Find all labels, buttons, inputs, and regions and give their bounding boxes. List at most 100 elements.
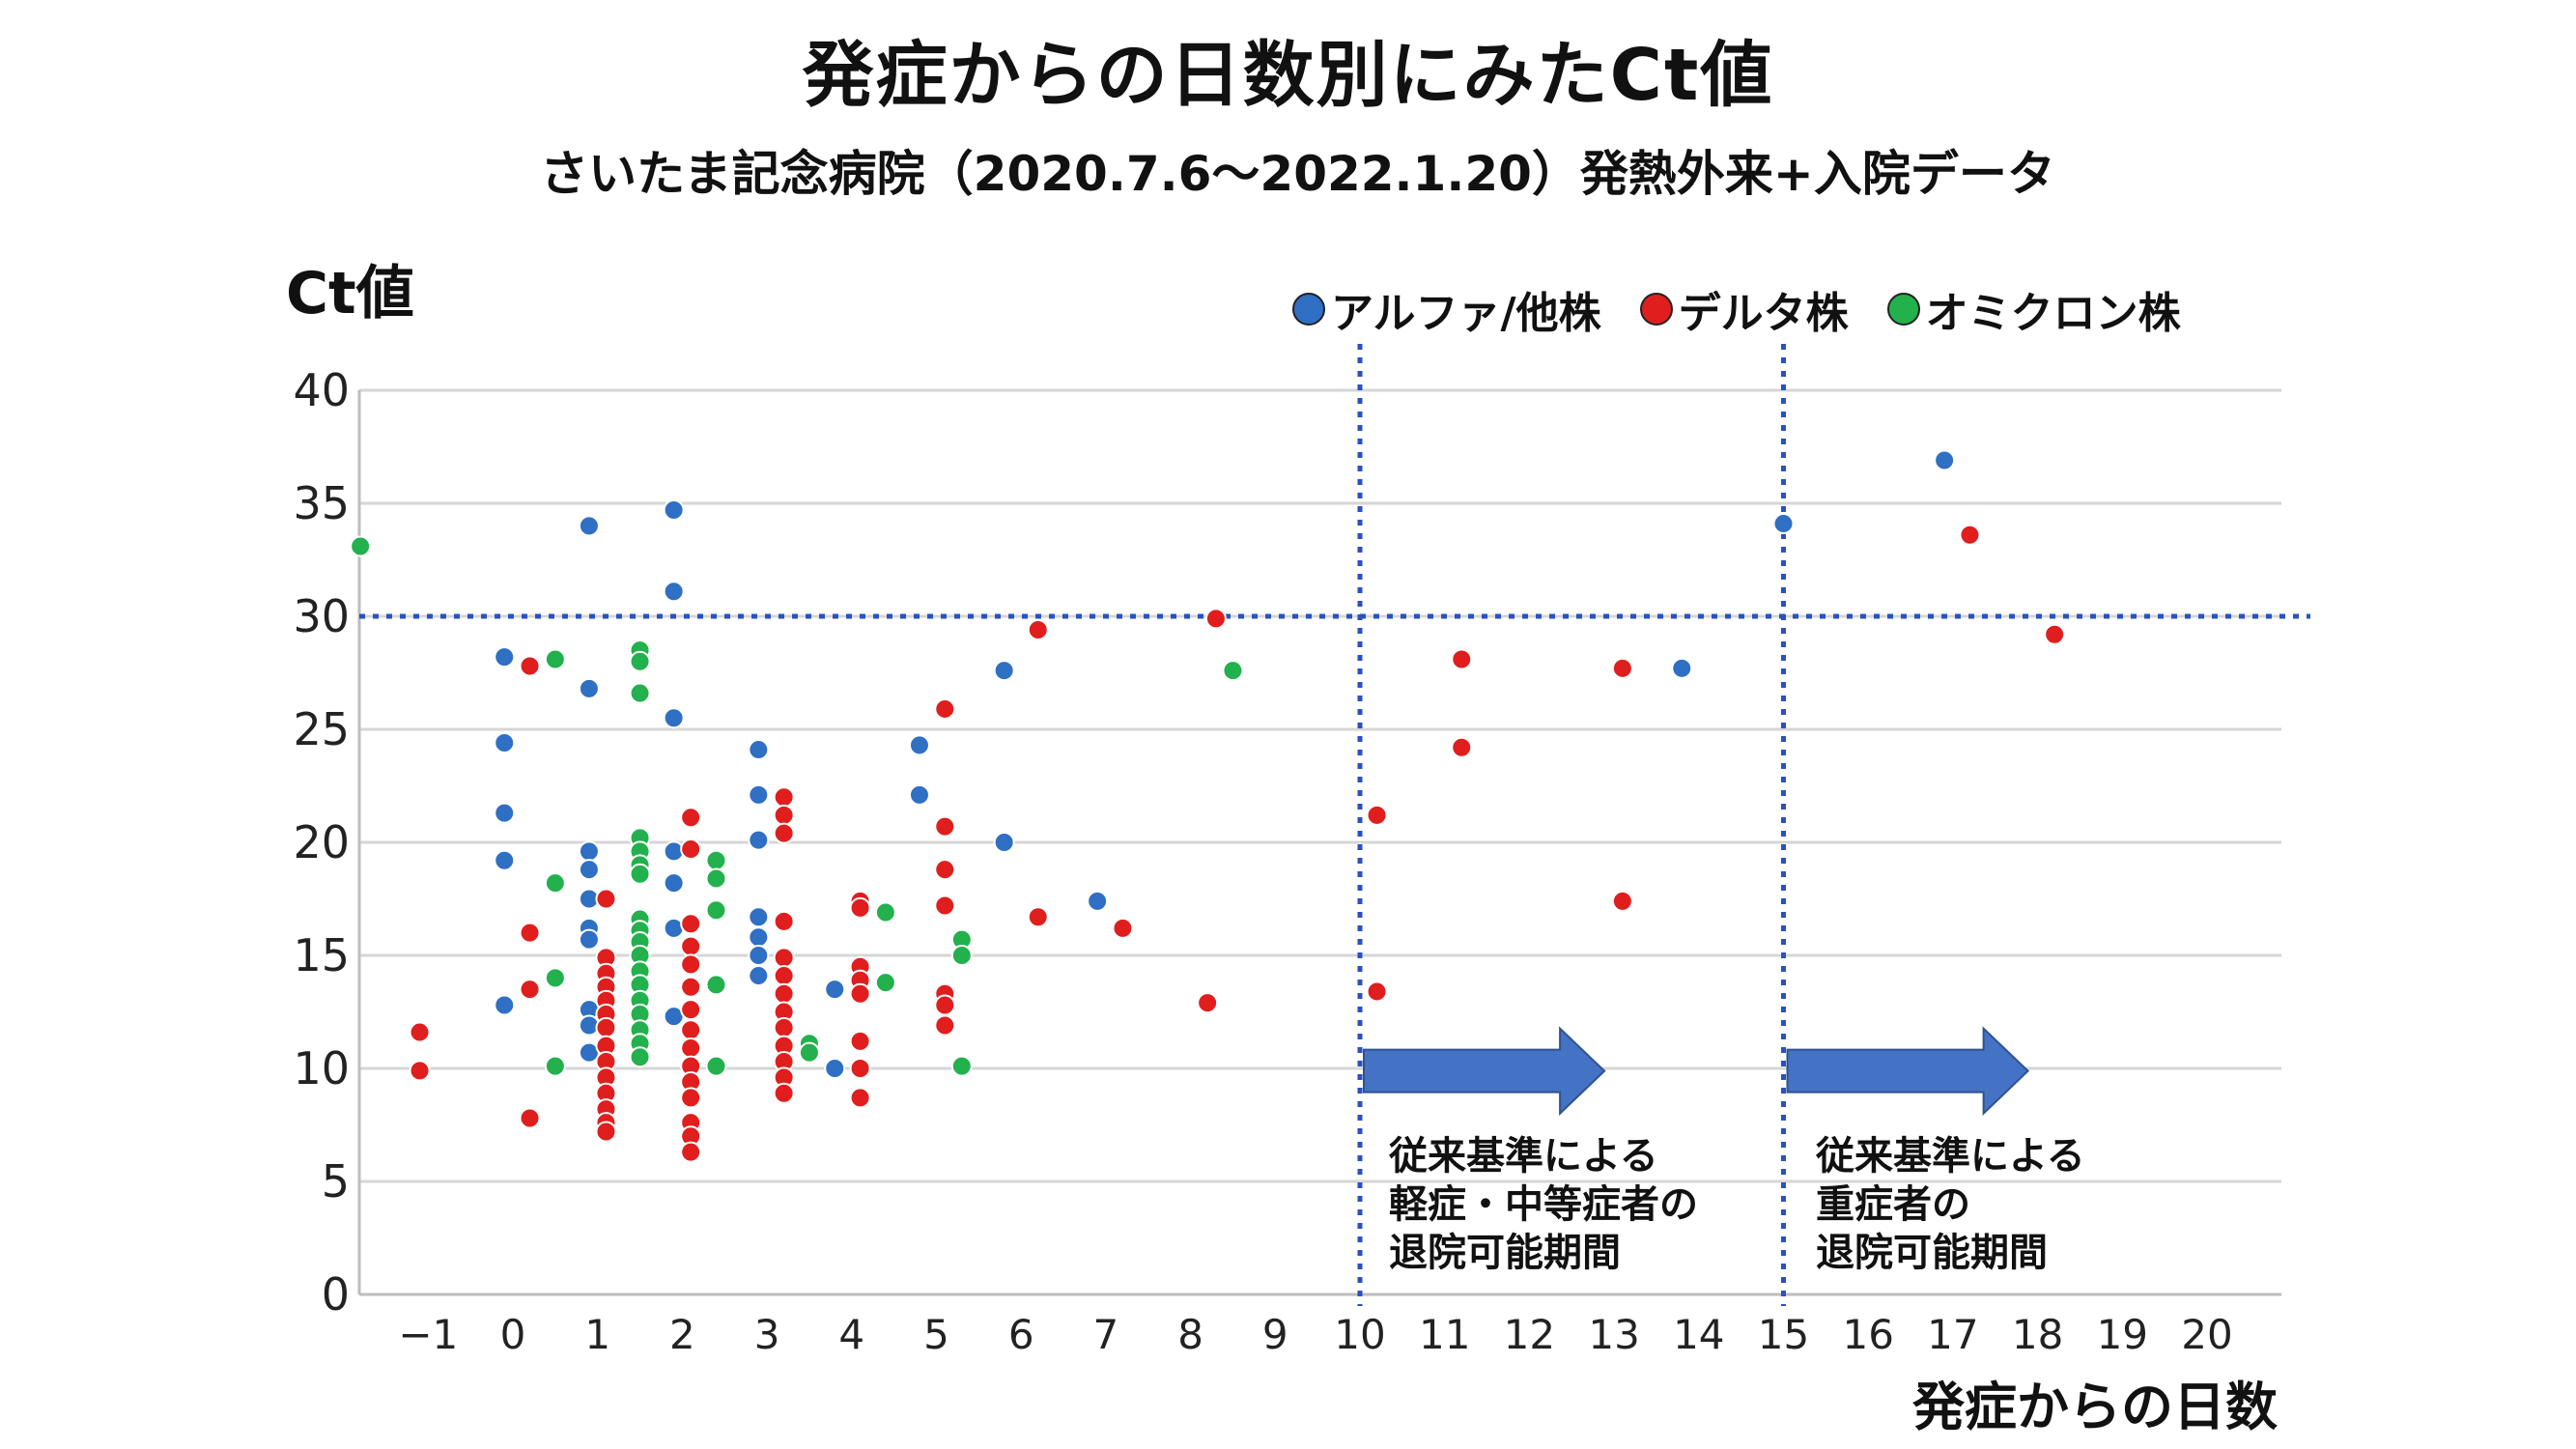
y-tick-label-30: 30 [293,590,350,642]
annotation-severe-line-2: 重症者の [1816,1182,1970,1227]
point-alpha-36 [1087,890,1109,912]
point-omicron-25 [705,867,727,890]
point-delta-70 [1366,980,1388,1003]
annotation-severe-line-1: 従来基準による [1816,1134,2085,1179]
point-alpha-31 [824,1058,846,1079]
y-tick-label-5: 5 [322,1155,350,1208]
point-delta-41 [773,965,795,987]
point-delta-62 [934,994,956,1016]
legend-item-alpha: アルファ/他株 [1292,278,1601,340]
point-delta-58 [934,815,956,838]
annotation-severe: 従来基準による 重症者の 退院可能期間 [1816,1132,2085,1277]
point-delta-56 [849,1087,871,1109]
point-delta-2 [409,1060,431,1082]
point-delta-44 [773,1016,795,1038]
point-alpha-32 [908,734,930,756]
y-tick-label-25: 25 [293,703,350,755]
point-delta-75 [1959,524,1981,546]
annotation-mild: 従来基準による 軽症・中等症者の 退院可能期間 [1389,1132,1698,1277]
point-delta-76 [2044,623,2066,645]
legend-dot-alpha [1292,293,1325,326]
point-alpha-30 [824,979,846,1001]
point-alpha-8 [578,840,600,863]
legend-label-delta: デルタ株 [1678,289,1849,338]
point-alpha-9 [578,859,600,881]
x-tick-label-9: 9 [1262,1311,1288,1358]
x-tick-label-7: 7 [1093,1311,1119,1358]
point-delta-63 [934,1014,956,1037]
point-delta-4 [519,922,541,944]
point-delta-6 [519,1107,541,1129]
point-delta-73 [1611,657,1633,679]
point-delta-36 [773,786,795,809]
point-delta-29 [680,1037,702,1059]
point-delta-50 [849,896,871,919]
point-alpha-18 [663,707,685,729]
point-delta-25 [680,953,702,976]
point-omicron-36 [1222,660,1244,682]
point-alpha-38 [1934,449,1956,471]
point-delta-24 [680,935,702,957]
point-delta-3 [519,655,541,677]
x-tick-label-0: 0 [500,1311,526,1358]
x-tick-label-15: 15 [1758,1311,1809,1358]
point-omicron-12 [629,863,651,885]
point-delta-22 [680,838,702,861]
point-delta-5 [519,979,541,1001]
point-delta-55 [849,1058,871,1079]
y-axis-label: Ct値 [286,260,414,327]
point-delta-65 [1027,906,1049,928]
legend: アルファ/他株 デルタ株 オミクロン株 [1292,278,2220,340]
x-tick-label-16: 16 [1842,1311,1893,1358]
point-alpha-1 [494,646,516,668]
point-delta-66 [1112,917,1134,939]
point-omicron-32 [874,972,896,994]
y-tick-label-20: 20 [293,816,350,868]
point-alpha-3 [494,802,516,824]
point-delta-40 [773,947,795,969]
annotation-mild-line-1: 従来基準による [1389,1134,1658,1179]
point-delta-21 [680,807,702,829]
point-alpha-29 [748,965,770,987]
point-alpha-26 [748,906,770,928]
point-omicron-5 [544,1055,566,1077]
x-axis-label: 発症からの日数 [1912,1377,2278,1437]
x-tick-label-2: 2 [669,1311,695,1358]
point-omicron-1 [350,535,372,557]
point-omicron-35 [950,1055,973,1077]
x-tick-label-8: 8 [1177,1311,1203,1358]
point-delta-26 [680,976,702,998]
point-delta-72 [1451,736,1473,758]
x-tick-label-17: 17 [1927,1311,1978,1358]
point-alpha-20 [663,872,685,895]
point-omicron-30 [798,1041,820,1064]
point-alpha-2 [494,732,516,754]
x-tick-label-13: 13 [1588,1311,1639,1358]
point-omicron-31 [874,901,896,923]
point-alpha-7 [578,677,600,699]
point-delta-59 [934,859,956,881]
point-alpha-39 [1671,657,1693,679]
point-delta-53 [849,982,871,1005]
point-alpha-24 [748,783,770,806]
annotation-mild-line-2: 軽症・中等症者の [1389,1182,1698,1227]
point-omicron-2 [544,648,566,670]
point-delta-48 [773,1082,795,1104]
point-alpha-4 [494,849,516,871]
annotation-arrow-2 [1786,1026,2030,1117]
point-delta-42 [773,982,795,1005]
point-omicron-24 [705,849,727,871]
y-tick-label-40: 40 [293,364,350,416]
point-delta-13 [595,1016,617,1038]
x-tick-label-19: 19 [2097,1311,2148,1358]
point-delta-60 [934,895,956,917]
point-alpha-25 [748,829,770,851]
point-alpha-37 [1772,513,1795,535]
legend-label-alpha: アルファ/他株 [1331,289,1601,338]
point-delta-7 [595,888,617,910]
legend-dot-delta [1639,293,1673,326]
y-tick-label-10: 10 [293,1042,350,1094]
y-tick-label-15: 15 [293,929,350,981]
point-alpha-5 [494,994,516,1016]
point-alpha-6 [578,515,600,537]
